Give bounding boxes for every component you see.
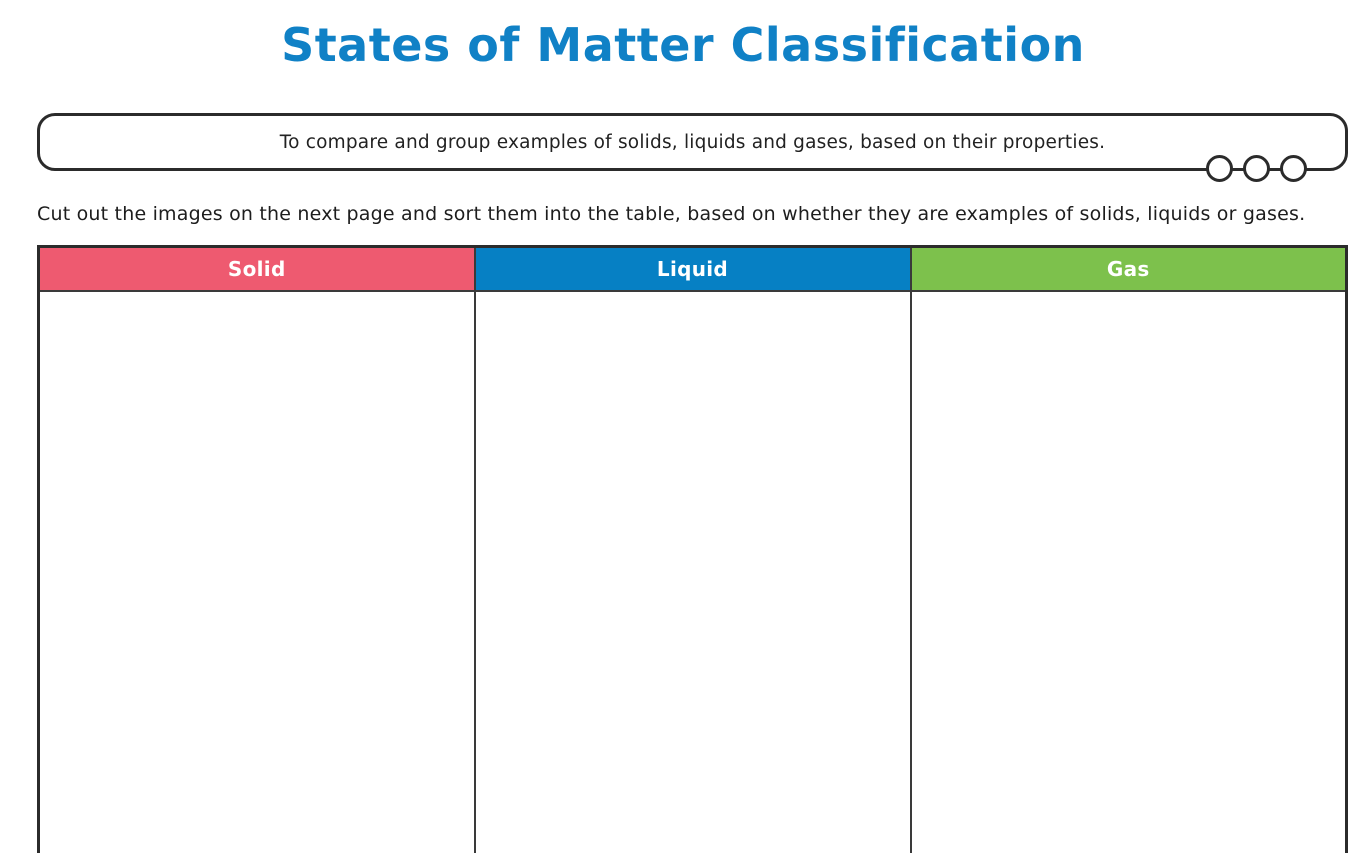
column-header-solid: Solid (37, 245, 476, 292)
instruction-text: Cut out the images on the next page and … (37, 203, 1306, 225)
objective-box: To compare and group examples of solids,… (37, 113, 1348, 182)
gas-cell (909, 289, 1348, 853)
solid-cell (37, 289, 476, 853)
table-row (37, 289, 1348, 853)
column-header-gas: Gas (909, 245, 1348, 292)
column-header-liquid: Liquid (473, 245, 912, 292)
circle-icon (1206, 155, 1233, 182)
liquid-cell (473, 289, 912, 853)
circle-icon (1280, 155, 1307, 182)
worksheet-page: States of Matter Classification To compa… (0, 18, 1366, 853)
table-header-row: Solid Liquid Gas (37, 245, 1348, 292)
table-body (37, 289, 1348, 853)
rings-decoration (1206, 155, 1307, 182)
objective-text: To compare and group examples of solids,… (279, 131, 1106, 153)
classification-table: Solid Liquid Gas (37, 245, 1348, 853)
circle-icon (1243, 155, 1270, 182)
page-title: States of Matter Classification (281, 18, 1085, 72)
